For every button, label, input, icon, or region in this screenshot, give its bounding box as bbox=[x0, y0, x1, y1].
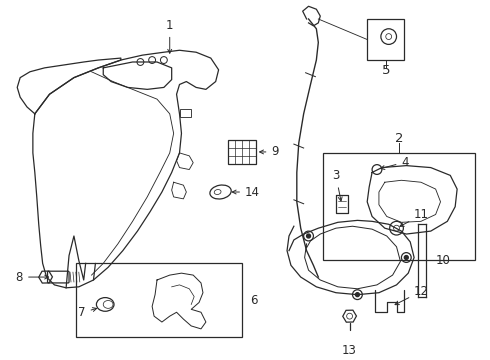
Circle shape bbox=[404, 256, 408, 260]
Text: 2: 2 bbox=[395, 132, 403, 145]
Circle shape bbox=[307, 234, 311, 238]
Text: 7: 7 bbox=[78, 306, 97, 319]
Text: 5: 5 bbox=[382, 64, 390, 77]
Text: 10: 10 bbox=[436, 254, 450, 267]
Text: 14: 14 bbox=[232, 185, 260, 198]
Circle shape bbox=[355, 293, 359, 297]
Bar bbox=[367, 19, 404, 60]
Text: 9: 9 bbox=[260, 145, 279, 158]
Text: 13: 13 bbox=[342, 343, 357, 356]
Text: 4: 4 bbox=[381, 156, 409, 170]
Bar bbox=[228, 140, 256, 164]
Bar bbox=[323, 153, 475, 260]
Text: 12: 12 bbox=[395, 285, 429, 305]
Text: 6: 6 bbox=[250, 293, 257, 306]
Text: 3: 3 bbox=[332, 169, 342, 201]
Text: 1: 1 bbox=[166, 19, 173, 53]
Text: 8: 8 bbox=[16, 271, 49, 284]
Bar bbox=[76, 264, 242, 337]
Bar bbox=[179, 109, 191, 117]
Text: 11: 11 bbox=[400, 208, 429, 226]
